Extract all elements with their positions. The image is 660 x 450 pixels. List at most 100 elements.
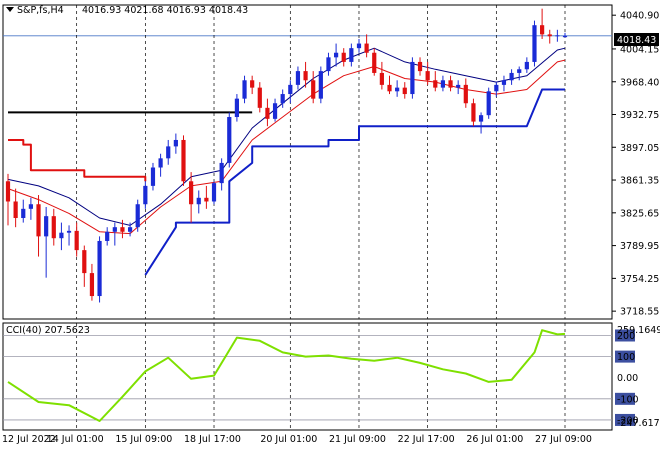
- candle-body: [295, 71, 301, 85]
- candle-body: [120, 227, 125, 232]
- candle-body: [318, 71, 323, 99]
- time-axis-label: 14 Jul 01:00: [47, 434, 104, 445]
- candle-body: [36, 204, 41, 237]
- price-panel-frame: [2, 4, 613, 320]
- time-axis-label: 26 Jul 01:00: [466, 434, 523, 445]
- candle-body: [364, 43, 369, 53]
- candle-body: [150, 167, 156, 186]
- candle-body: [448, 80, 453, 88]
- candle-body: [105, 231, 110, 241]
- time-axis-label: 20 Jul 01:00: [260, 434, 317, 445]
- candle-body: [532, 25, 537, 62]
- cci-axis-label: -100: [617, 394, 639, 405]
- stop-high-line: [8, 139, 147, 182]
- candle-body: [51, 216, 56, 239]
- current-price-label: 4018.43: [617, 35, 656, 46]
- candle-body: [501, 80, 507, 85]
- price-axis-label: 3897.05: [620, 143, 659, 154]
- price-axis-label: 4004.15: [620, 44, 659, 55]
- time-axis-label: 12 Jul 2022: [2, 434, 56, 445]
- candle-body: [250, 80, 255, 88]
- cci-axis-label: -200: [617, 415, 639, 426]
- candle-body: [311, 80, 316, 99]
- price-axis-label: 3718.55: [620, 307, 659, 318]
- candle-body: [5, 181, 11, 202]
- indicator-max-label: 259.1649: [617, 325, 660, 336]
- candle-body: [440, 80, 446, 88]
- candle-body: [97, 240, 102, 297]
- candle-body: [59, 232, 64, 239]
- time-axis-label: 21 Jul 09:00: [329, 434, 386, 445]
- candle-body: [417, 61, 423, 72]
- candle-body: [463, 84, 468, 104]
- time-axis-label: 22 Jul 17:00: [398, 434, 455, 445]
- slow-ma-line: [7, 47, 566, 226]
- candle-body: [173, 139, 178, 147]
- indicator-panel-frame: [2, 322, 613, 431]
- cci-line: [7, 329, 566, 422]
- cci-level-tag: [615, 329, 635, 342]
- candle-body: [356, 43, 362, 49]
- indicator-label: CCI(40) 207.5623: [6, 325, 90, 336]
- current-price-marker: [614, 33, 659, 46]
- candle-body: [21, 208, 26, 219]
- candle-body: [303, 71, 308, 81]
- fast-ma-line: [7, 59, 566, 235]
- candle-body: [280, 94, 285, 104]
- candle-body: [456, 84, 461, 88]
- candle-body: [326, 57, 331, 72]
- candle-body: [44, 216, 49, 237]
- candle-body: [265, 107, 270, 119]
- candle-body: [509, 72, 514, 81]
- candle-body: [372, 52, 377, 73]
- candle-body: [471, 103, 476, 122]
- candle-body: [410, 61, 415, 95]
- candle-body: [82, 250, 87, 274]
- stop-low-line: [144, 88, 565, 276]
- price-axis-label: 3825.65: [620, 208, 659, 219]
- candle-body: [234, 98, 240, 118]
- candle-body: [433, 80, 438, 88]
- candle-body: [387, 84, 392, 92]
- candle-body: [333, 52, 339, 58]
- price-axis-label: 3789.95: [620, 241, 659, 252]
- candle-body: [74, 230, 79, 251]
- candle-body: [219, 162, 224, 184]
- cci-level-tag: [615, 350, 635, 363]
- candle-body: [379, 72, 384, 85]
- candle-body: [547, 34, 552, 37]
- candle-body: [524, 61, 529, 70]
- candle-body: [349, 48, 354, 62]
- candle-body: [494, 84, 499, 92]
- candle-body: [211, 183, 217, 202]
- cci-level-tag: [615, 413, 635, 426]
- candle-body: [486, 91, 491, 116]
- time-axis-label: 18 Jul 17:00: [184, 434, 241, 445]
- cci-level-tag: [615, 392, 635, 405]
- candle-body: [112, 227, 117, 232]
- candle-body: [158, 158, 163, 168]
- candle-body: [257, 87, 262, 108]
- candle-body: [227, 117, 232, 163]
- price-axis-label: 3968.40: [620, 77, 659, 88]
- ohlc-label: 4016.93 4021.68 4016.93 4018.43: [82, 5, 248, 16]
- candle-body: [181, 139, 186, 182]
- candle-body: [288, 84, 293, 95]
- collapse-triangle-icon[interactable]: [6, 7, 14, 12]
- cci-axis-label: 100: [617, 352, 635, 363]
- candle-body: [89, 273, 95, 297]
- indicator-min-label: -247.617: [617, 418, 660, 429]
- candle-body: [204, 197, 209, 202]
- candle-body: [402, 87, 407, 95]
- candle-body: [341, 52, 346, 62]
- candle-body: [555, 35, 560, 37]
- candle-body: [272, 103, 278, 119]
- symbol-label: S&P,fs,H4: [17, 5, 64, 16]
- price-axis-label: 3754.25: [620, 274, 659, 285]
- candle-body: [143, 185, 148, 205]
- candle-body: [517, 69, 522, 73]
- time-axis-label: 15 Jul 09:00: [115, 434, 172, 445]
- candle-body: [425, 71, 430, 81]
